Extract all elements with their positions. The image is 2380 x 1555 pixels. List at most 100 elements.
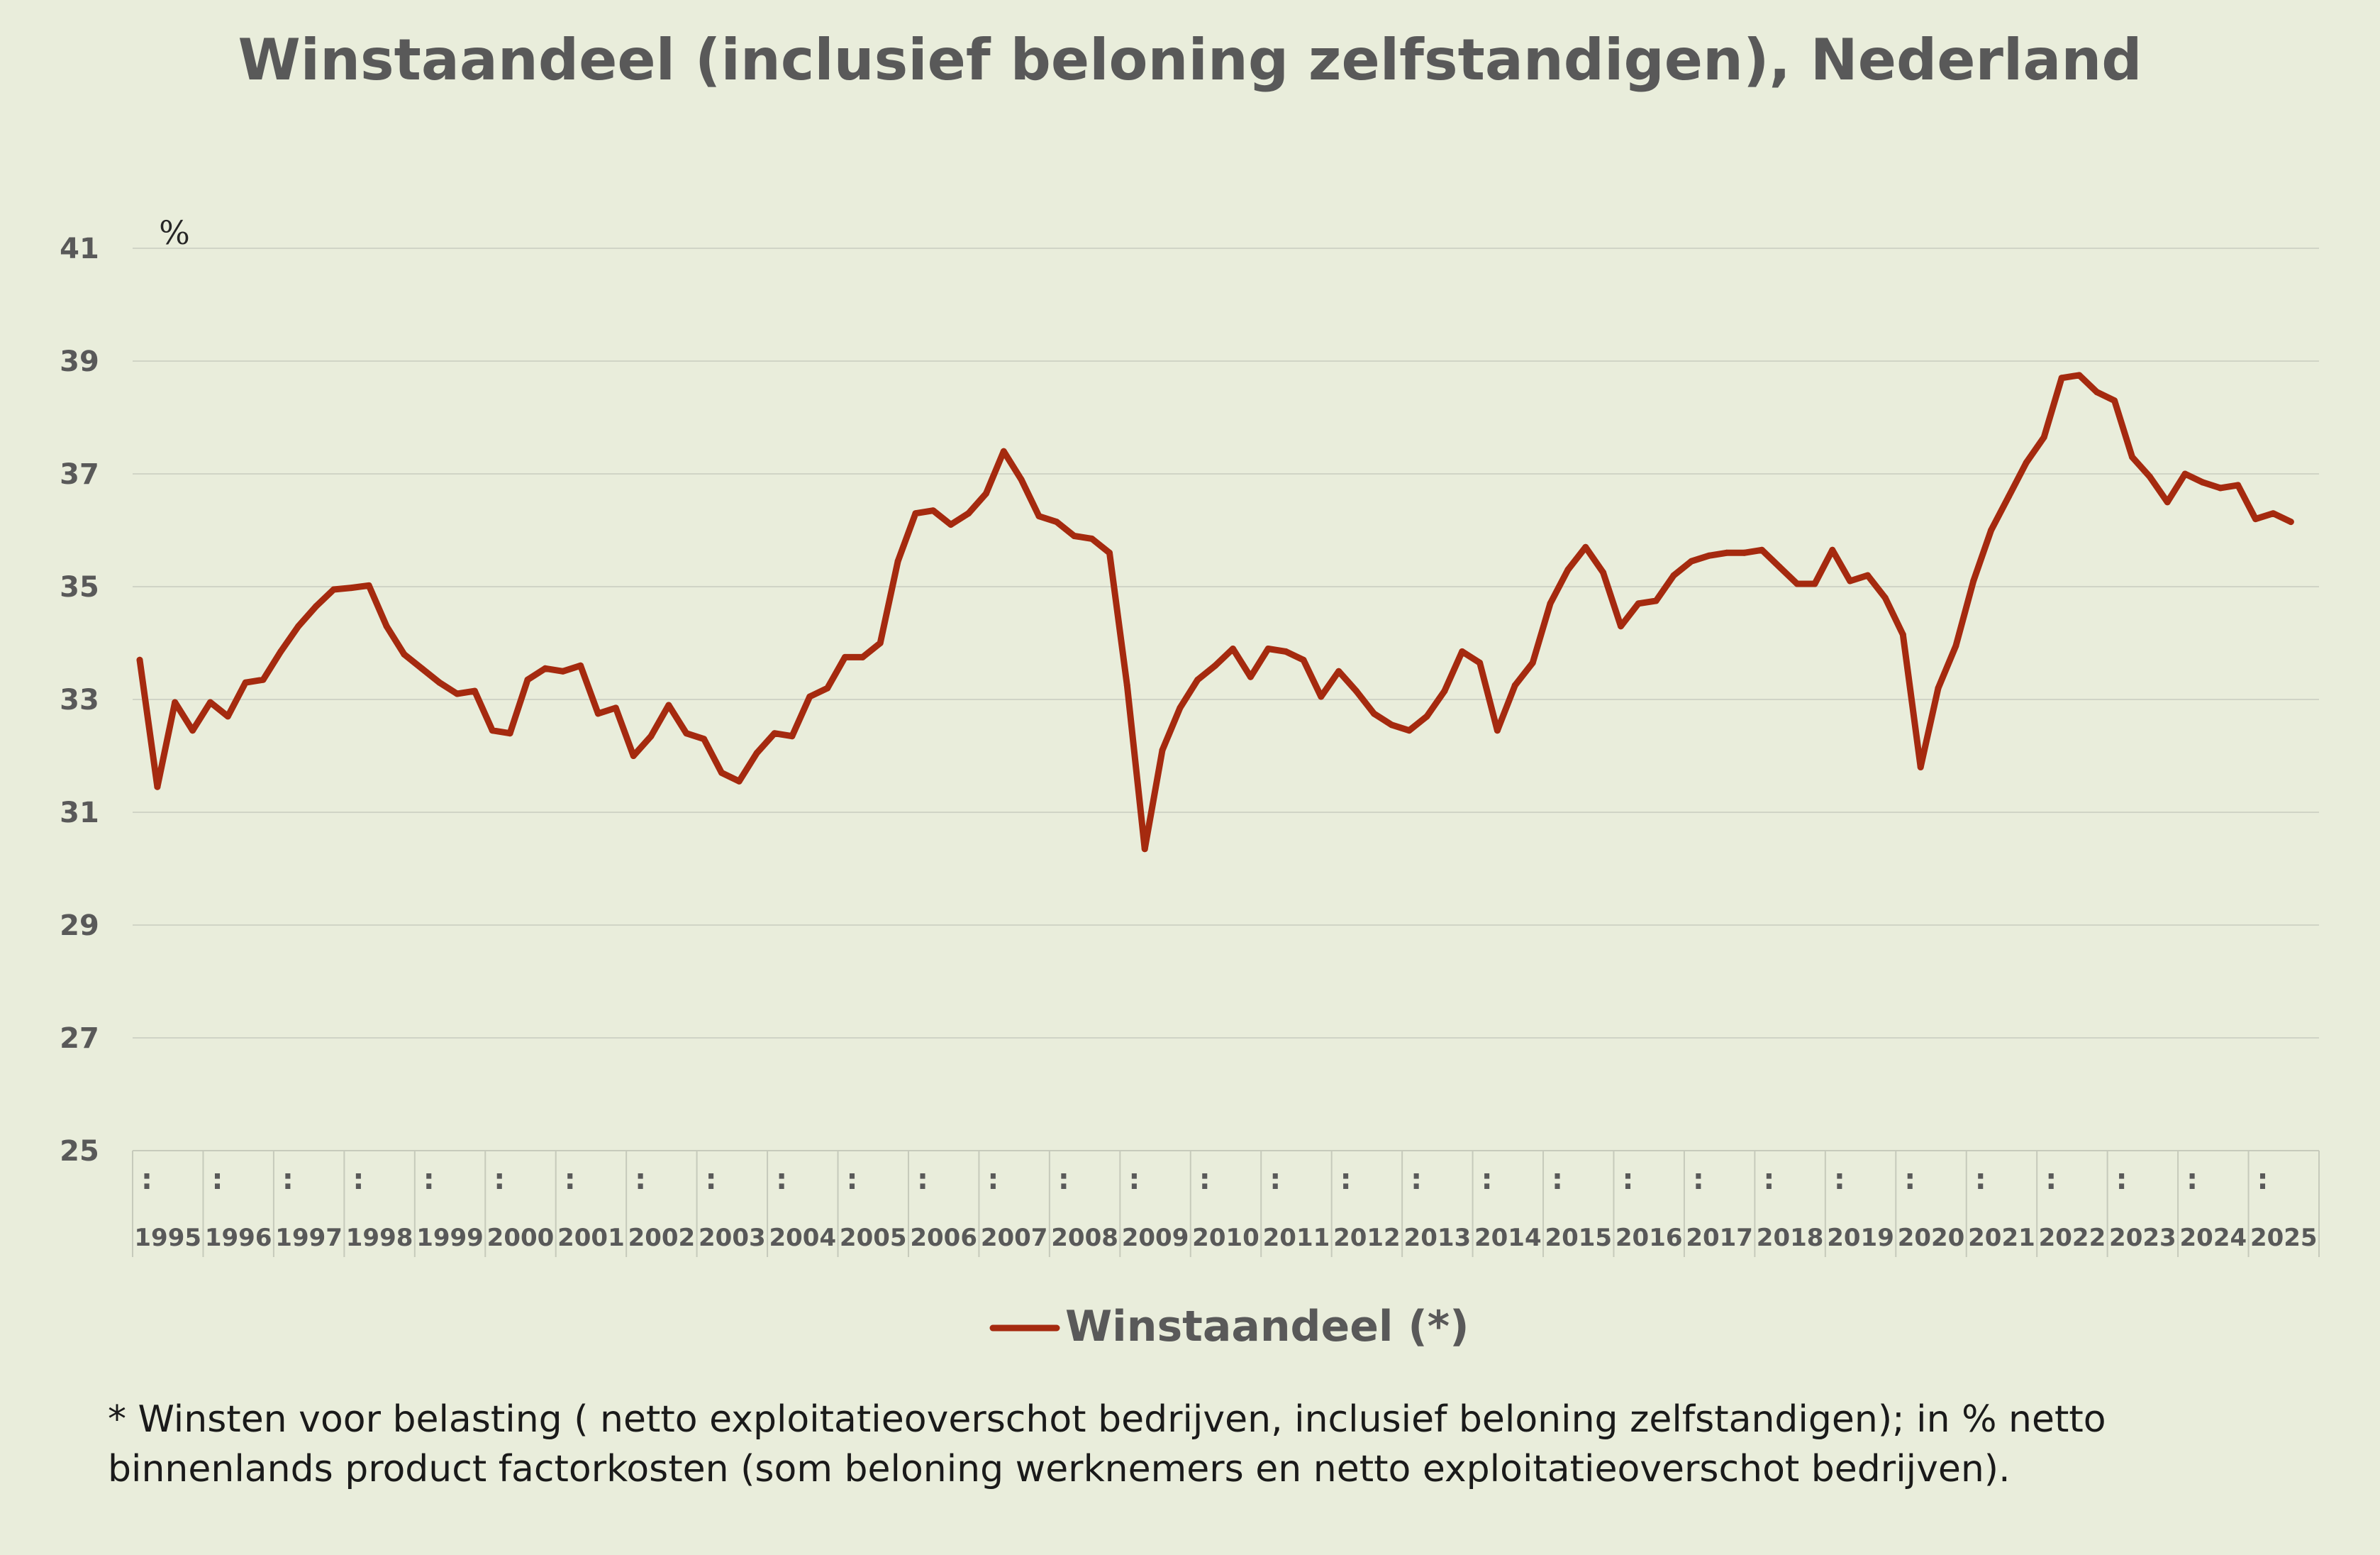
data-point	[242, 679, 249, 686]
x-quarter-marker: :	[1481, 1163, 1493, 1196]
x-tick-label: 2020	[1898, 1224, 1965, 1252]
y-tick-label: 41	[60, 233, 99, 265]
data-point	[2129, 453, 2135, 460]
data-point	[2217, 485, 2224, 492]
x-tick-label: 2012	[1333, 1224, 1401, 1252]
x-tick-label: 1999	[416, 1224, 484, 1252]
data-point	[1864, 572, 1872, 579]
x-tick-label: 2021	[1968, 1224, 2035, 1252]
data-point	[524, 676, 531, 683]
data-point	[1370, 710, 1377, 717]
data-point	[1758, 546, 1765, 553]
x-tick-label: 2014	[1474, 1224, 1542, 1252]
x-tick-label: 1995	[134, 1224, 201, 1252]
data-point	[1564, 566, 1572, 573]
x-tick-label: 2018	[1757, 1224, 1824, 1252]
x-tick-label: 2015	[1545, 1224, 1612, 1252]
data-point	[436, 679, 443, 686]
data-point	[1794, 580, 1801, 587]
chart-title: Winstaandeel (inclusief beloning zelfsta…	[238, 27, 2142, 93]
data-point	[2252, 516, 2259, 523]
data-point	[894, 558, 901, 565]
data-point	[2111, 397, 2118, 404]
data-point	[136, 656, 143, 663]
data-point	[1511, 682, 1518, 689]
data-point	[1159, 747, 1166, 753]
data-point	[2287, 519, 2294, 526]
data-point	[1264, 646, 1272, 652]
data-point	[701, 736, 708, 743]
x-tick-label: 2010	[1192, 1224, 1259, 1252]
data-point	[1618, 623, 1624, 630]
x-tick-label: 2013	[1404, 1224, 1472, 1252]
x-tick-label: 2011	[1263, 1224, 1330, 1252]
data-point	[930, 507, 937, 514]
data-point	[1247, 673, 1254, 680]
data-point	[1441, 687, 1448, 695]
data-point	[454, 690, 460, 697]
data-point	[1935, 685, 1942, 692]
y-axis: 25 27 29 31 33 35 37 39 41	[60, 233, 99, 1168]
x-tick-label: 2005	[840, 1224, 907, 1252]
x-tick-label: 2006	[910, 1224, 977, 1252]
data-point	[1494, 727, 1501, 734]
data-point	[1829, 546, 1836, 553]
x-quarter-marker: :	[776, 1163, 787, 1196]
data-point	[330, 586, 337, 593]
x-tick-label: 1997	[275, 1224, 343, 1252]
data-point	[877, 640, 884, 646]
x-tick-label: 2003	[699, 1224, 766, 1252]
x-tick-label: 2025	[2250, 1224, 2318, 1252]
x-quarter-marker: :	[635, 1163, 646, 1196]
x-quarter-marker: :	[1340, 1163, 1352, 1196]
data-point	[313, 603, 320, 610]
data-point	[1335, 668, 1342, 675]
data-point	[383, 623, 390, 630]
data-point	[506, 730, 513, 737]
data-point	[2040, 433, 2047, 441]
data-point	[154, 783, 161, 790]
data-point	[401, 651, 408, 658]
data-point	[1688, 558, 1695, 565]
data-point	[224, 713, 231, 720]
data-point	[1547, 600, 1554, 607]
data-point	[1141, 846, 1148, 853]
x-quarter-marker: :	[2257, 1163, 2269, 1196]
x-quarter-marker: :	[352, 1163, 364, 1196]
x-axis: :1995:1996:1997:1998:1999:2000:2001:2002…	[132, 1151, 2320, 1257]
gridlines	[133, 248, 2319, 1151]
x-tick-label: 2023	[2109, 1224, 2176, 1252]
data-point	[207, 699, 213, 706]
data-point	[1582, 543, 1589, 550]
x-quarter-marker: :	[1693, 1163, 1704, 1196]
data-point	[1123, 682, 1130, 689]
x-quarter-marker: :	[917, 1163, 928, 1196]
y-tick-label: 27	[60, 1022, 99, 1055]
data-point	[718, 769, 725, 776]
y-axis-unit-label: %	[159, 214, 190, 252]
x-tick-label: 2022	[2039, 1224, 2106, 1252]
data-point	[2164, 499, 2171, 506]
x-tick-label: 2016	[1616, 1224, 1683, 1252]
x-tick-label: 2007	[981, 1224, 1048, 1252]
x-tick-label: 2017	[1686, 1224, 1753, 1252]
x-quarter-marker: :	[423, 1163, 435, 1196]
series-layer	[136, 372, 2294, 853]
data-point	[1670, 572, 1677, 579]
data-point	[1230, 646, 1236, 652]
data-point	[1071, 533, 1078, 539]
data-point	[753, 750, 760, 756]
x-tick-label: 1998	[346, 1224, 413, 1252]
data-point	[630, 753, 637, 759]
data-point	[172, 699, 179, 706]
data-point	[1423, 713, 1430, 720]
data-point	[471, 687, 478, 695]
data-point	[912, 510, 919, 517]
data-point	[2006, 493, 2012, 500]
y-tick-label: 33	[60, 684, 99, 716]
data-point	[277, 648, 284, 655]
data-point	[1053, 519, 1060, 526]
data-point	[806, 693, 813, 700]
data-point	[1300, 656, 1307, 663]
footnote-line-2: binnenlands product factorkosten (som be…	[108, 1448, 2011, 1490]
